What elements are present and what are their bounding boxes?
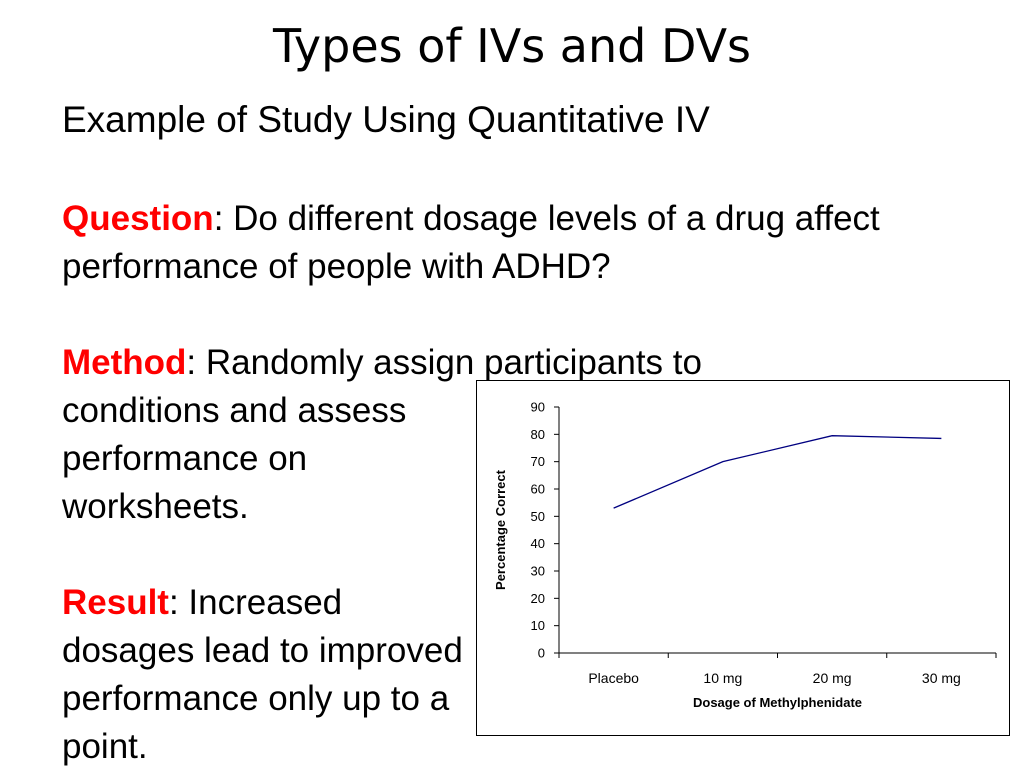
chart-frame: 0 10 20 30 40 50 60 70 80 90 Placebo 10 mg 20 mg 30 …	[476, 380, 1010, 736]
method-paragraph: Method: Randomly assign participants to	[62, 339, 822, 387]
y-tick-label: 60	[531, 482, 545, 497]
line-chart: 0 10 20 30 40 50 60 70 80 90 Placebo 10 mg 20 mg 30 …	[493, 400, 997, 710]
series-layer	[613, 435, 942, 509]
slide-subtitle: Example of Study Using Quantitative IV	[62, 99, 710, 140]
y-tick-label: 20	[531, 591, 545, 606]
y-tick-label: 40	[531, 536, 545, 551]
y-tick-label: 30	[531, 564, 545, 579]
x-tick-label: 10 mg	[703, 670, 742, 686]
y-tick-label: 70	[531, 454, 545, 469]
method-label: Method	[62, 343, 187, 382]
y-axis-ticks: 0 10 20 30 40 50 60 70 80 90	[531, 400, 559, 661]
y-tick-label: 50	[531, 509, 545, 524]
slide-title: Types of IVs and DVs	[272, 19, 752, 73]
x-tick-label: 20 mg	[813, 670, 852, 686]
result-paragraph: Result: Increased dosages lead to improv…	[62, 579, 472, 771]
result-text: : Increased dosages lead to improved per…	[62, 583, 463, 766]
question-label: Question	[62, 199, 214, 238]
x-axis-title: Dosage of Methylphenidate	[693, 695, 862, 710]
question-paragraph: Question: Do different dosage levels of …	[62, 195, 942, 291]
y-tick-label: 90	[531, 400, 545, 415]
question-text: : Do different dosage levels of a drug a…	[62, 199, 880, 286]
result-label: Result	[62, 583, 169, 622]
y-tick-label: 10	[531, 618, 545, 633]
y-axis-title: Percentage Correct	[493, 469, 508, 590]
y-tick-label: 0	[538, 646, 545, 661]
x-tick-label: 30 mg	[922, 670, 961, 686]
x-axis-ticks: Placebo 10 mg 20 mg 30 mg	[558, 653, 997, 686]
method-text-continued: conditions and assess performance on wor…	[62, 391, 407, 526]
y-tick-label: 80	[531, 427, 545, 442]
series-line	[613, 435, 942, 509]
x-tick-label: Placebo	[588, 670, 639, 686]
method-text: : Randomly assign participants to	[186, 343, 702, 382]
